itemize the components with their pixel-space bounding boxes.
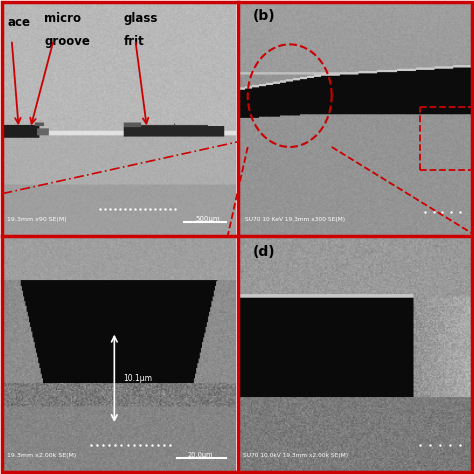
Text: micro: micro <box>45 12 82 25</box>
Text: 10.1μm: 10.1μm <box>124 374 153 383</box>
Text: SU70 10 KeV 19.3mm x300 SE(M): SU70 10 KeV 19.3mm x300 SE(M) <box>246 217 346 222</box>
Text: glass: glass <box>124 12 158 25</box>
Text: 19.3mm x90 SE(M): 19.3mm x90 SE(M) <box>7 217 67 222</box>
Text: (b): (b) <box>252 9 275 23</box>
Text: ace: ace <box>7 17 30 29</box>
Text: 19.3mm x2.00k SE(M): 19.3mm x2.00k SE(M) <box>7 453 76 458</box>
Text: (d): (d) <box>252 246 275 259</box>
Text: frit: frit <box>124 35 145 48</box>
Text: 20.0μm: 20.0μm <box>188 452 213 458</box>
Text: 500μm: 500μm <box>195 216 220 222</box>
Text: groove: groove <box>45 35 90 48</box>
Text: SU70 10.0kV 19.3mm x2.00k SE(M): SU70 10.0kV 19.3mm x2.00k SE(M) <box>243 453 348 458</box>
